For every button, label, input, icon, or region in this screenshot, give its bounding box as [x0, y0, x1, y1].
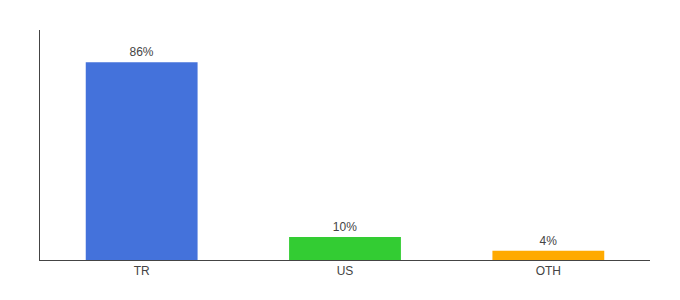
svg-text:TR: TR: [134, 264, 150, 278]
svg-text:10%: 10%: [333, 220, 357, 234]
svg-text:US: US: [337, 264, 354, 278]
svg-text:OTH: OTH: [536, 264, 561, 278]
svg-text:86%: 86%: [129, 45, 153, 59]
svg-text:4%: 4%: [539, 234, 557, 248]
